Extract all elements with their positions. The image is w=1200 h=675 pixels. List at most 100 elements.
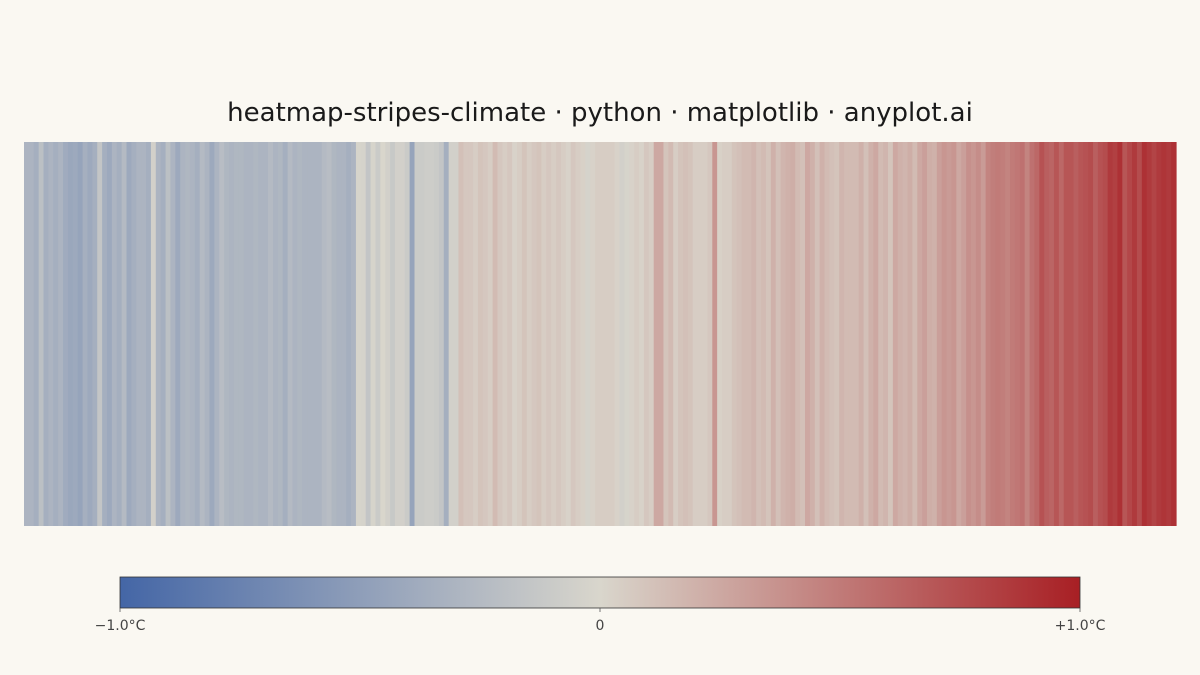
- stripe-230: [1146, 142, 1153, 526]
- stripe-27: [155, 142, 162, 526]
- stripe-183: [917, 142, 923, 526]
- stripe-146: [736, 142, 743, 526]
- stripe-36: [199, 142, 206, 526]
- stripe-218: [1088, 142, 1094, 526]
- stripe-171: [858, 142, 865, 526]
- stripe-125: [634, 142, 640, 526]
- stripe-138: [697, 142, 704, 526]
- stripe-220: [1097, 142, 1104, 526]
- stripe-191: [956, 142, 962, 526]
- stripe-86: [443, 142, 450, 526]
- stripe-199: [995, 142, 1001, 526]
- stripe-163: [819, 142, 826, 526]
- stripe-96: [492, 142, 499, 526]
- stripe-153: [770, 142, 777, 526]
- stripe-93: [477, 142, 484, 526]
- stripe-216: [1078, 142, 1084, 526]
- stripe-143: [722, 142, 728, 526]
- stripe-126: [639, 142, 645, 526]
- stripe-13: [87, 142, 93, 526]
- stripe-12: [82, 142, 89, 526]
- stripe-104: [531, 142, 538, 526]
- stripe-103: [526, 142, 533, 526]
- stripe-182: [912, 142, 918, 526]
- stripe-55: [292, 142, 298, 526]
- stripe-94: [482, 142, 489, 526]
- stripe-180: [902, 142, 909, 526]
- stripe-18: [111, 142, 118, 526]
- stripe-131: [663, 142, 669, 526]
- stripe-64: [336, 142, 342, 526]
- stripe-41: [224, 142, 230, 526]
- stripe-52: [277, 142, 284, 526]
- stripe-209: [1044, 142, 1050, 526]
- stripe-60: [316, 142, 323, 526]
- stripe-198: [990, 142, 996, 526]
- stripe-215: [1073, 142, 1079, 526]
- stripe-15: [97, 142, 103, 526]
- stripe-147: [741, 142, 748, 526]
- stripe-168: [844, 142, 850, 526]
- colorbar-tick-label-2: +1.0°C: [1055, 618, 1106, 634]
- stripe-6: [53, 142, 59, 526]
- stripe-159: [800, 142, 806, 526]
- stripe-112: [570, 142, 577, 526]
- stripe-176: [883, 142, 889, 526]
- stripe-38: [209, 142, 215, 526]
- stripe-195: [975, 142, 982, 526]
- stripe-70: [365, 142, 372, 526]
- stripe-206: [1029, 142, 1036, 526]
- stripe-49: [263, 142, 269, 526]
- stripe-139: [702, 142, 708, 526]
- stripe-66: [346, 142, 352, 526]
- stripe-95: [487, 142, 494, 526]
- stripe-196: [980, 142, 987, 526]
- stripe-141: [712, 142, 718, 526]
- stripe-61: [321, 142, 328, 526]
- stripe-213: [1063, 142, 1070, 526]
- colorbar-ticks: −1.0°C 0 +1.0°C: [95, 608, 1106, 634]
- stripe-44: [238, 142, 245, 526]
- stripe-110: [560, 142, 567, 526]
- stripe-133: [673, 142, 679, 526]
- stripe-217: [1083, 142, 1089, 526]
- stripe-231: [1151, 142, 1158, 526]
- stripe-0: [24, 142, 30, 526]
- stripe-26: [150, 142, 157, 526]
- stripe-8: [63, 142, 69, 526]
- stripe-84: [434, 142, 440, 526]
- stripe-43: [233, 142, 240, 526]
- stripe-193: [966, 142, 972, 526]
- stripe-88: [453, 142, 460, 526]
- stripe-148: [746, 142, 752, 526]
- stripe-98: [502, 142, 508, 526]
- stripe-225: [1122, 142, 1128, 526]
- stripe-100: [512, 142, 518, 526]
- stripe-214: [1068, 142, 1075, 526]
- stripe-161: [809, 142, 816, 526]
- stripe-204: [1019, 142, 1026, 526]
- stripe-102: [521, 142, 528, 526]
- stripe-56: [297, 142, 303, 526]
- stripe-165: [829, 142, 835, 526]
- stripe-129: [653, 142, 660, 526]
- stripe-25: [146, 142, 152, 526]
- stripe-128: [648, 142, 655, 526]
- stripe-4: [43, 142, 50, 526]
- stripe-201: [1005, 142, 1011, 526]
- stripe-22: [131, 142, 137, 526]
- stripe-136: [687, 142, 694, 526]
- stripe-120: [609, 142, 616, 526]
- stripe-172: [863, 142, 870, 526]
- stripe-142: [717, 142, 723, 526]
- stripe-175: [878, 142, 884, 526]
- stripe-106: [541, 142, 547, 526]
- stripe-187: [936, 142, 943, 526]
- stripe-116: [590, 142, 596, 526]
- stripe-20: [121, 142, 128, 526]
- stripe-54: [287, 142, 294, 526]
- stripe-152: [765, 142, 772, 526]
- stripe-71: [370, 142, 377, 526]
- stripe-178: [892, 142, 899, 526]
